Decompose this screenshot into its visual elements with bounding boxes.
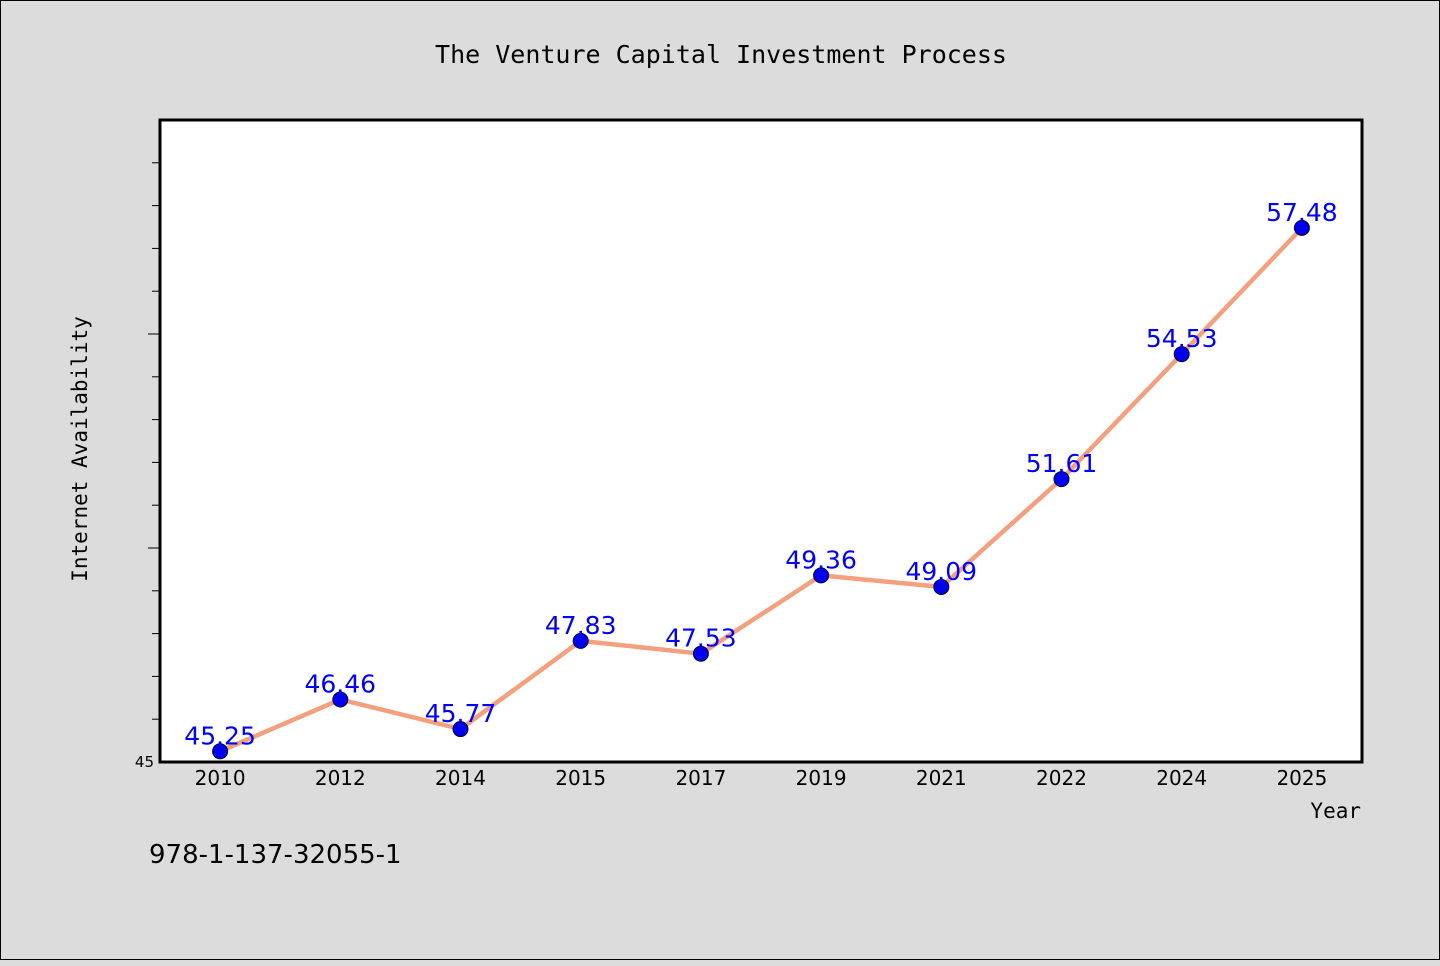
data-label: 54.53: [1146, 324, 1218, 353]
x-tick-label: 2015: [555, 766, 606, 790]
data-labels: 45.25 46.46 45.77 47.83 47.53 49.36 49.09 51.61…: [184, 198, 1337, 750]
series-line: [217, 225, 1305, 754]
y-axis-ticks: 45: [135, 162, 160, 771]
chart-title: The Venture Capital Investment Process: [435, 40, 1007, 69]
plot-area: [158, 118, 1364, 764]
x-tick-label: 2022: [1036, 766, 1087, 790]
data-label: 46.46: [305, 670, 377, 699]
x-axis-label: Year: [1310, 799, 1361, 823]
x-tick-label: 2021: [916, 766, 967, 790]
x-tick-label: 2010: [195, 766, 246, 790]
data-label: 49.09: [906, 557, 978, 586]
y-axis-label: Internet Availability: [68, 316, 92, 582]
data-point: [1293, 219, 1310, 236]
data-label: 47.53: [665, 624, 737, 653]
series-group: [212, 219, 1310, 760]
data-label: 47.83: [545, 611, 617, 640]
x-tick-label: 2017: [675, 766, 726, 790]
data-label: 45.25: [184, 721, 256, 750]
data-point: [813, 567, 830, 584]
x-tick-label: 2024: [1156, 766, 1207, 790]
data-label: 49.36: [785, 545, 857, 574]
footer-code: 978-1-137-32055-1: [149, 840, 402, 870]
data-point: [332, 691, 349, 708]
data-point: [452, 721, 469, 738]
data-point: [1173, 346, 1190, 363]
data-point: [572, 632, 589, 649]
x-tick-label: 2012: [315, 766, 366, 790]
data-label: 51.61: [1026, 449, 1098, 478]
x-tick-label: 2014: [435, 766, 486, 790]
y-tick-label: 45: [135, 753, 154, 771]
data-label: 57.48: [1266, 198, 1338, 227]
data-point: [1053, 471, 1070, 488]
x-tick-label: 2019: [796, 766, 847, 790]
x-axis-tick-labels: 2010 2012 2014 2015 2017 2019 2021 2022 2024 2025: [195, 766, 1328, 790]
data-point: [933, 578, 950, 595]
data-point: [692, 645, 709, 662]
data-point: [212, 743, 229, 760]
data-label: 45.77: [425, 699, 497, 728]
x-tick-label: 2025: [1276, 766, 1327, 790]
